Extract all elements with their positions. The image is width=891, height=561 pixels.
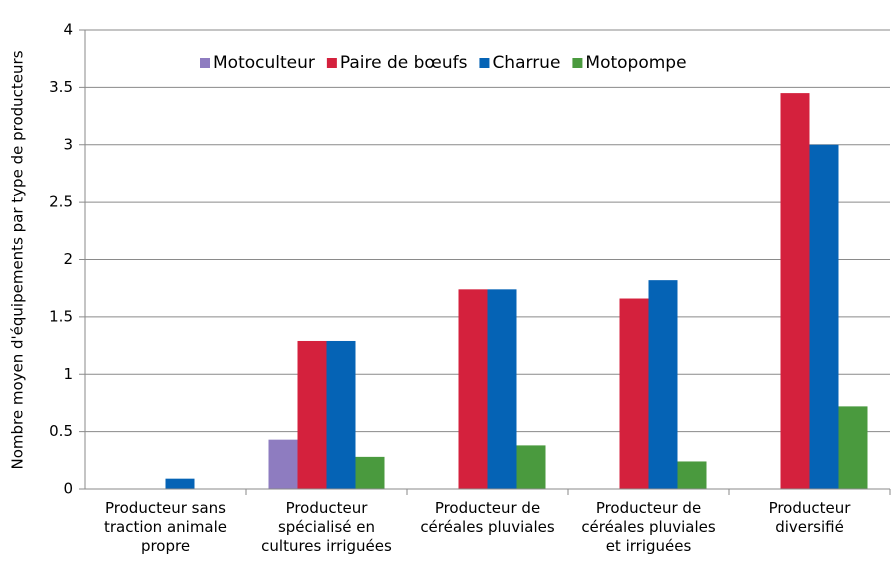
legend-swatch: [572, 58, 583, 68]
bar: [516, 445, 546, 489]
bar: [619, 298, 649, 489]
legend-label: Motoculteur: [213, 53, 315, 73]
bar: [297, 340, 327, 489]
y-axis-label: Nombre moyen d'équipements par type de p…: [9, 50, 27, 469]
y-tick-label: 3: [63, 135, 73, 153]
bar: [780, 93, 810, 490]
legend-swatch: [326, 58, 337, 68]
legend-label: Charrue: [492, 53, 560, 73]
bar: [326, 340, 356, 489]
bar: [809, 144, 839, 489]
y-tick-label: 2: [63, 250, 73, 268]
bar: [838, 406, 868, 489]
bar: [165, 478, 195, 489]
x-tick-label: Producteur de céréales pluviales et irri…: [581, 499, 716, 555]
legend-swatch: [479, 58, 490, 68]
x-tick-label: Producteur spécialisé en cultures irrigu…: [261, 499, 392, 555]
bar: [268, 439, 298, 489]
y-tick-label: 3.5: [49, 78, 73, 96]
x-tick-label: Producteur diversifié: [768, 499, 851, 536]
bar: [355, 456, 385, 489]
legend-swatch: [200, 58, 210, 68]
bar: [648, 280, 678, 489]
y-tick-label: 0: [63, 480, 73, 498]
bar: [677, 461, 707, 489]
y-tick-label: 1: [63, 365, 73, 383]
legend-label: Motopompe: [585, 53, 686, 73]
y-tick-label: 0.5: [49, 422, 73, 440]
y-tick-label: 4: [63, 21, 73, 39]
y-tick-label: 1.5: [49, 307, 73, 325]
x-tick-label: Producteur sans traction animale propre: [103, 499, 228, 555]
bar: [458, 289, 488, 489]
bar: [487, 289, 517, 489]
legend-label: Paire de bœufs: [340, 53, 468, 73]
y-tick-label: 2.5: [49, 193, 73, 211]
x-tick-label: Producteur de céréales pluviales: [420, 499, 555, 536]
